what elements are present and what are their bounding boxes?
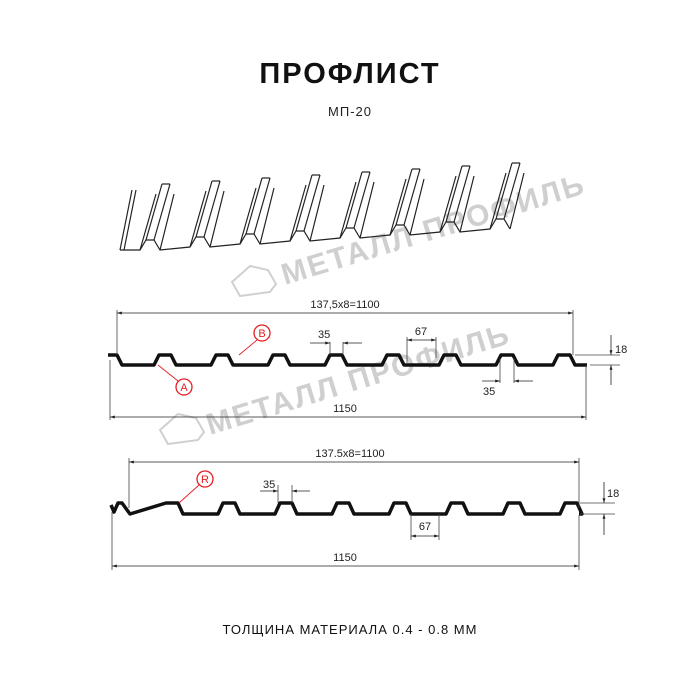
profile-r-outline <box>109 501 584 516</box>
profile-a: 137,5x8=1100 1150 35 67 35 18 <box>108 299 627 420</box>
watermark-middle: МЕТАЛЛ ПРОФИЛЬ <box>158 318 514 446</box>
page-subtitle: МП-20 <box>328 104 372 119</box>
callout-b <box>253 324 271 342</box>
svg-text:МЕТАЛЛ ПРОФИЛЬ: МЕТАЛЛ ПРОФИЛЬ <box>202 318 514 442</box>
svg-text:A: A <box>180 382 188 394</box>
dim-label-18: 18 <box>615 344 627 356</box>
dim-label-67: 67 <box>415 326 427 338</box>
dim-label-1150: 1150 <box>333 552 357 564</box>
dim-label-1100: 137,5x8=1100 <box>310 299 379 311</box>
dim-label-18: 18 <box>607 488 619 500</box>
dim-label-35-top: 35 <box>318 329 330 341</box>
page-title: ПРОФЛИСТ <box>259 58 441 90</box>
svg-text:B: B <box>258 328 265 340</box>
dim-label-1150: 1150 <box>333 403 357 415</box>
profile-r: 137.5x8=1100 1150 35 67 18 R <box>109 448 619 570</box>
profile-a-outline <box>108 353 587 367</box>
dim-label-67: 67 <box>419 521 431 533</box>
callout-r <box>196 470 214 488</box>
dim-label-1100: 137.5x8=1100 <box>315 448 384 460</box>
svg-text:R: R <box>201 474 209 486</box>
callout-a <box>175 378 193 396</box>
dim-label-35: 35 <box>263 479 275 491</box>
material-thickness-note: ТОЛЩИНА МАТЕРИАЛА 0.4 - 0.8 ММ <box>222 622 478 637</box>
dim-label-35-bottom: 35 <box>483 386 495 398</box>
sheet-isometric-view <box>119 162 525 251</box>
